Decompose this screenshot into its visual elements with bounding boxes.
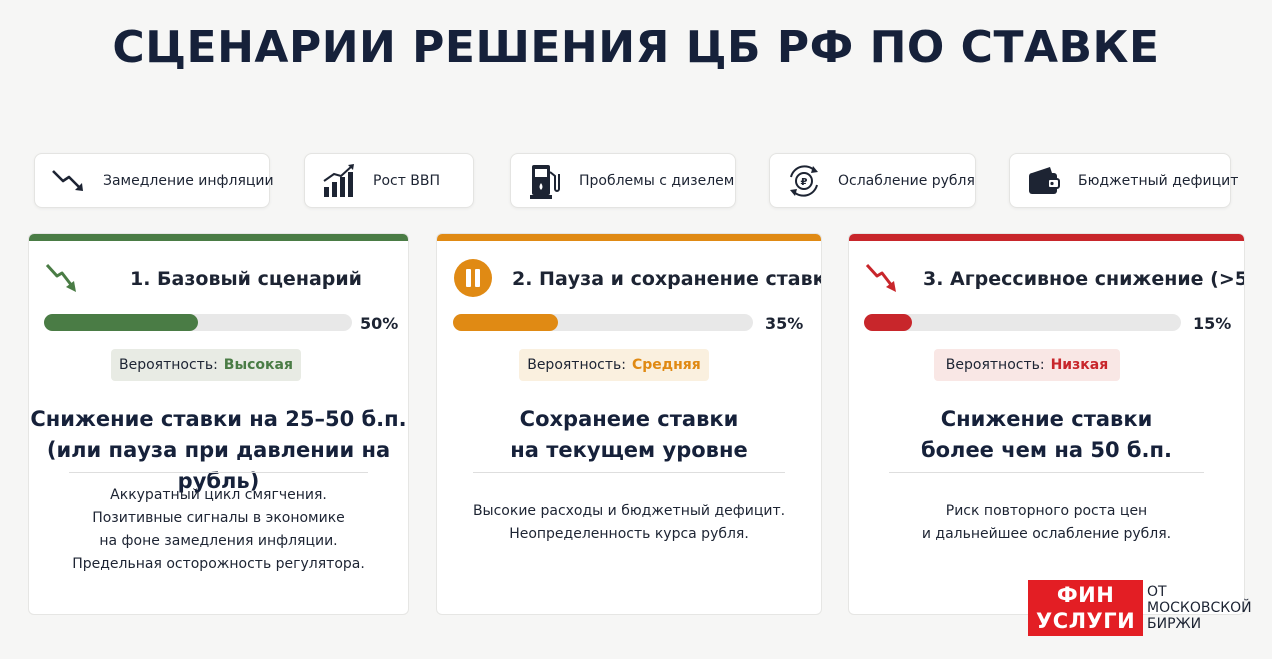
card-accent-bar: [849, 234, 1244, 241]
scenario-title: 2. Пауза и сохранение ставки: [512, 268, 822, 290]
probability-fill: [864, 314, 912, 331]
probability-fill: [453, 314, 558, 331]
description-line: Аккуратный цикл смягчения.: [110, 487, 327, 503]
scenario-title: 3. Агрессивное снижение (>50 б.п.): [923, 268, 1244, 290]
trend-down-icon: [44, 262, 80, 298]
probability-value: Средняя: [632, 357, 701, 373]
card-accent-bar: [437, 234, 821, 241]
scenario-card-pause: 2. Пауза и сохранение ставки 35% Вероятн…: [436, 233, 822, 615]
logo-caption: ОТ МОСКОВСКОЙ БИРЖИ: [1147, 584, 1252, 632]
scenario-headline: Сохранеие ставки на текущем уровне: [437, 404, 821, 466]
factor-label: Бюджетный дефицит: [1078, 172, 1239, 189]
scenario-title: 1. Базовый сценарий: [130, 268, 362, 290]
factor-inflation-slowdown: Замедление инфляции: [34, 153, 274, 208]
factor-label: Замедление инфляции: [103, 172, 274, 189]
page-title: СЦЕНАРИИ РЕШЕНИЯ ЦБ РФ ПО СТАВКЕ: [112, 22, 1160, 73]
probability-track: [44, 314, 352, 331]
svg-text:₽: ₽: [801, 177, 808, 188]
factor-gdp-growth: Рост ВВП: [304, 153, 474, 208]
probability-label: Вероятность:: [527, 357, 627, 373]
divider: [473, 472, 785, 473]
probability-badge: Вероятность: Низкая: [934, 349, 1120, 381]
headline-line: Снижение ставки: [940, 407, 1153, 431]
scenario-description: Риск повторного роста цен и дальнейшее о…: [849, 500, 1244, 546]
probability-percent: 50%: [360, 314, 399, 333]
factor-label: Проблемы с дизелем: [579, 172, 735, 189]
scenario-headline: Снижение ставки на 25–50 б.п. (или пауза…: [29, 404, 408, 497]
scenario-description: Высокие расходы и бюджетный дефицит. Нео…: [437, 500, 821, 546]
description-line: и дальнейшее ослабление рубля.: [921, 526, 1172, 542]
finuslugi-logo[interactable]: ФИН УСЛУГИ: [1028, 580, 1144, 636]
scenario-headline: Снижение ставки более чем на 50 б.п.: [849, 404, 1244, 466]
headline-line: Сохранеие ставки: [519, 407, 739, 431]
probability-track: [864, 314, 1181, 331]
headline-line: более чем на 50 б.п.: [920, 438, 1173, 462]
probability-track: [453, 314, 753, 331]
scenario-card-base: 1. Базовый сценарий 50% Вероятность: Выс…: [28, 233, 409, 615]
logo-caption-line: МОСКОВСКОЙ: [1147, 600, 1252, 616]
headline-line: Снижение ставки на 25–50 б.п.: [30, 407, 407, 431]
growth-chart-icon: [319, 161, 359, 201]
probability-value: Низкая: [1050, 357, 1109, 373]
logo-caption-line: ОТ: [1147, 584, 1167, 600]
pause-icon: [453, 258, 493, 298]
probability-value: Высокая: [223, 357, 293, 373]
probability-percent: 15%: [1193, 314, 1232, 333]
factor-ruble-weakening: ₽ Ослабление рубля: [769, 153, 976, 208]
divider: [889, 472, 1204, 473]
trend-down-icon: [49, 161, 89, 201]
factor-label: Рост ВВП: [373, 172, 441, 189]
logo-line: ФИН: [1056, 583, 1115, 607]
logo-line: УСЛУГИ: [1036, 609, 1136, 633]
factor-diesel-problems: Проблемы с дизелем: [510, 153, 736, 208]
description-line: Неопределенность курса рубля.: [509, 526, 749, 542]
wallet-icon: [1024, 161, 1064, 201]
divider: [69, 472, 368, 473]
headline-line: на текущем уровне: [510, 438, 748, 462]
card-accent-bar: [29, 234, 408, 241]
description-line: Предельная осторожность регулятора.: [72, 556, 365, 572]
factor-label: Ослабление рубля: [838, 172, 975, 189]
probability-fill: [44, 314, 198, 331]
scenario-card-aggressive: 3. Агрессивное снижение (>50 б.п.) 15% В…: [848, 233, 1245, 615]
probability-badge: Вероятность: Средняя: [519, 349, 709, 381]
probability-label: Вероятность:: [119, 357, 218, 373]
probability-percent: 35%: [765, 314, 804, 333]
description-line: Высокие расходы и бюджетный дефицит.: [472, 503, 786, 519]
ruble-exchange-icon: ₽: [784, 161, 824, 201]
description-line: Риск повторного роста цен: [945, 503, 1148, 519]
description-line: на фоне замедления инфляции.: [99, 533, 338, 549]
factor-budget-deficit: Бюджетный дефицит: [1009, 153, 1238, 208]
scenario-description: Аккуратный цикл смягчения. Позитивные си…: [29, 484, 408, 576]
probability-label: Вероятность:: [945, 357, 1045, 373]
logo-caption-line: БИРЖИ: [1147, 616, 1202, 632]
fuel-pump-icon: [525, 161, 565, 201]
description-line: Позитивные сигналы в экономике: [92, 510, 345, 526]
probability-badge: Вероятность: Высокая: [111, 349, 301, 381]
trend-down-icon: [864, 262, 900, 298]
logo-wordmark: ФИН УСЛУГИ: [1028, 580, 1144, 636]
headline-line: (или пауза при давлении на рубль): [46, 438, 391, 493]
